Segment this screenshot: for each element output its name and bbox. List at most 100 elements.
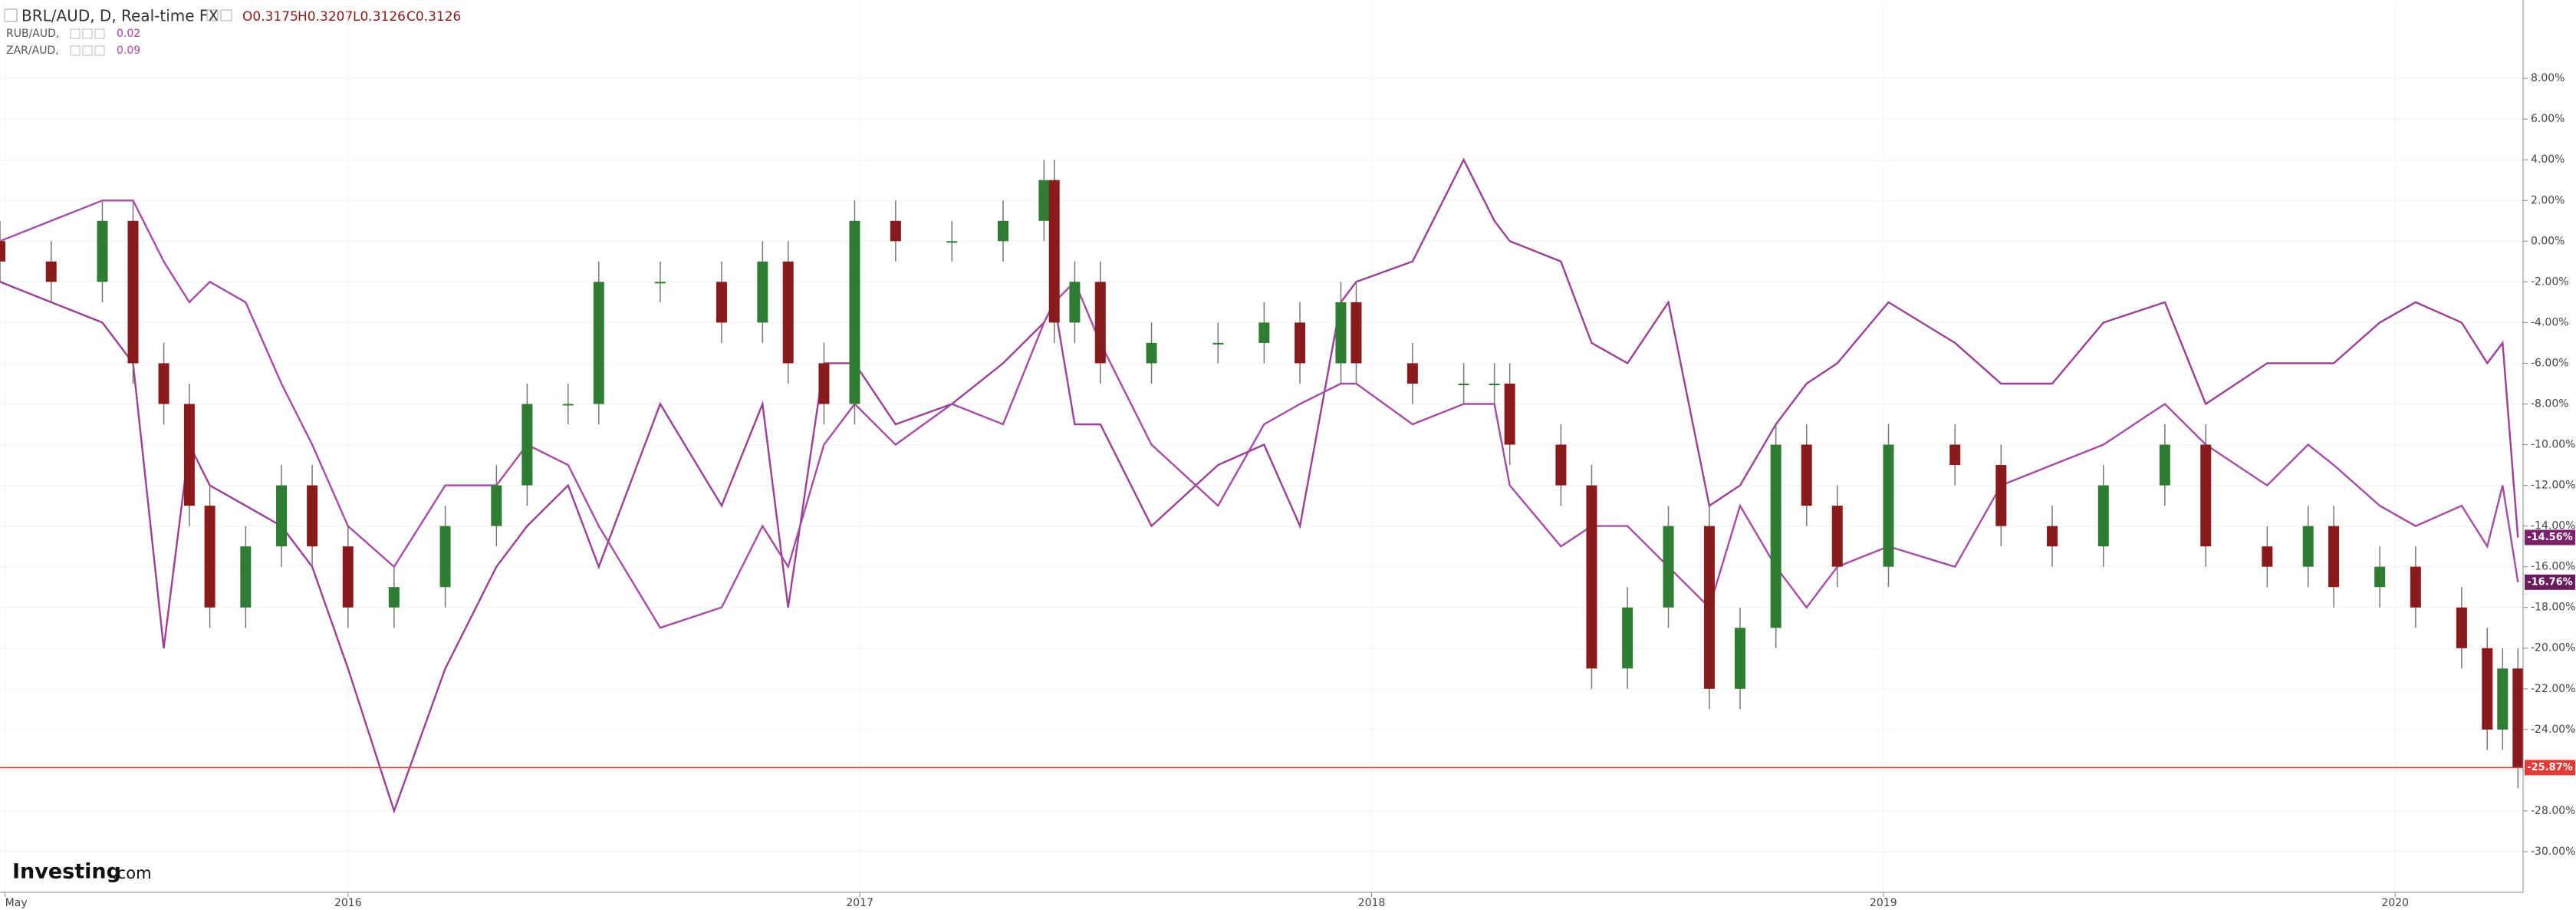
candle-body xyxy=(2159,444,2170,486)
candle-body xyxy=(2097,485,2109,547)
candle-body xyxy=(1489,383,1500,385)
candle-body xyxy=(2374,566,2386,588)
candle-body xyxy=(716,282,727,323)
last-value-tag xyxy=(2525,574,2575,590)
y-tick-label: -6.00% xyxy=(2531,357,2569,369)
candle-body xyxy=(2482,648,2493,730)
y-tick-label: 2.00% xyxy=(2531,194,2564,206)
candle-body xyxy=(1504,383,1515,445)
candle-body xyxy=(1622,607,1633,669)
y-tick-label: -8.00% xyxy=(2531,397,2569,410)
x-tick-label: 2016 xyxy=(334,897,362,909)
candle-body xyxy=(1069,282,1081,323)
candle-body xyxy=(1406,363,1418,384)
candle-body xyxy=(1831,506,1843,567)
candle-body xyxy=(2302,526,2314,567)
collapse-icon[interactable] xyxy=(4,8,18,22)
legend-icon[interactable] xyxy=(82,45,93,56)
quote-high: H0.3207 xyxy=(298,9,353,25)
candle-body xyxy=(1048,180,1060,323)
candle-body xyxy=(818,363,830,404)
legend-icon[interactable] xyxy=(82,28,93,39)
candle-body xyxy=(2047,526,2058,547)
candle-body xyxy=(276,485,288,547)
legend-icon[interactable] xyxy=(94,28,105,39)
x-tick-label: 2019 xyxy=(1870,897,1897,909)
candle-body xyxy=(1146,342,1157,364)
candle-body xyxy=(388,587,400,608)
quote-open: O0.3175 xyxy=(242,9,298,25)
x-tick-label: May xyxy=(5,897,28,909)
plot-area xyxy=(0,3,2528,897)
y-tick-label: -28.00% xyxy=(2531,805,2575,817)
chart-title: BRL/AUD, D, Real-time FX xyxy=(21,7,219,25)
candle-body xyxy=(1335,302,1347,364)
candle-body xyxy=(593,282,604,404)
y-tick-label: -12.00% xyxy=(2531,480,2575,492)
candle-body xyxy=(849,220,860,404)
candle-body xyxy=(1038,180,1050,221)
y-tick-label: -2.00% xyxy=(2531,275,2569,288)
candle-body xyxy=(491,485,502,526)
legend-name: ZAR/AUD, xyxy=(6,45,59,57)
candle-body xyxy=(1212,342,1224,345)
candle-body xyxy=(2262,546,2273,567)
last-value-tag xyxy=(2525,529,2575,546)
x-tick-label: 2018 xyxy=(1358,897,1386,909)
logo: Investing xyxy=(12,860,121,884)
candle-body xyxy=(1703,526,1715,689)
last-value-label: -16.76% xyxy=(2527,576,2573,588)
y-tick-label: -22.00% xyxy=(2531,683,2575,695)
legend-value: 0.09 xyxy=(117,45,140,57)
candle-body xyxy=(183,404,195,506)
candle-body xyxy=(946,241,958,243)
y-tick-label: -4.00% xyxy=(2531,316,2569,328)
candle-body xyxy=(2200,444,2212,547)
legend-icon[interactable] xyxy=(70,45,81,56)
legend-name: RUB/AUD, xyxy=(6,28,59,40)
y-tick-label: 0.00% xyxy=(2531,235,2564,247)
quote-close: C0.3126 xyxy=(406,9,461,25)
legend-icon[interactable] xyxy=(70,28,81,39)
candle-body xyxy=(1734,628,1745,689)
candle-body xyxy=(97,220,108,282)
candle-body xyxy=(158,363,169,404)
candle-body xyxy=(782,261,794,364)
candle-body xyxy=(997,220,1008,242)
candle-body xyxy=(1586,485,1597,669)
candle-body xyxy=(2328,526,2340,588)
last-value-label: -14.56% xyxy=(2527,532,2573,543)
candle-body xyxy=(654,282,666,284)
candle-body xyxy=(562,404,574,406)
candle-body xyxy=(1949,444,1961,466)
candle-body xyxy=(1258,322,1270,343)
candle-body xyxy=(890,220,901,242)
candle-body xyxy=(1295,322,1306,364)
settings-icon[interactable] xyxy=(206,9,219,21)
candle-body xyxy=(1995,465,2007,526)
candle-body xyxy=(439,526,451,588)
y-tick-label: 4.00% xyxy=(2531,153,2564,166)
comparison-line xyxy=(0,157,2519,814)
candle-body xyxy=(1458,383,1469,385)
close-icon[interactable] xyxy=(220,9,232,21)
candle-body xyxy=(0,241,5,262)
candle-body xyxy=(521,404,533,486)
candle-body xyxy=(757,261,768,323)
y-tick-label: 8.00% xyxy=(2531,72,2564,84)
candle-body xyxy=(1770,444,1781,628)
y-tick-label: -10.00% xyxy=(2531,439,2575,451)
candle-body xyxy=(45,261,57,282)
candle-body xyxy=(204,506,215,608)
logo-suffix: .com xyxy=(112,864,152,882)
candle-body xyxy=(1094,282,1106,364)
comparison-line xyxy=(0,199,2519,629)
legend-icon[interactable] xyxy=(94,45,105,56)
candle-body xyxy=(2512,668,2524,768)
last-value-tag xyxy=(2525,760,2575,776)
candle-body xyxy=(307,485,318,547)
candle-body xyxy=(2497,668,2509,730)
candle-body xyxy=(1883,444,1894,567)
